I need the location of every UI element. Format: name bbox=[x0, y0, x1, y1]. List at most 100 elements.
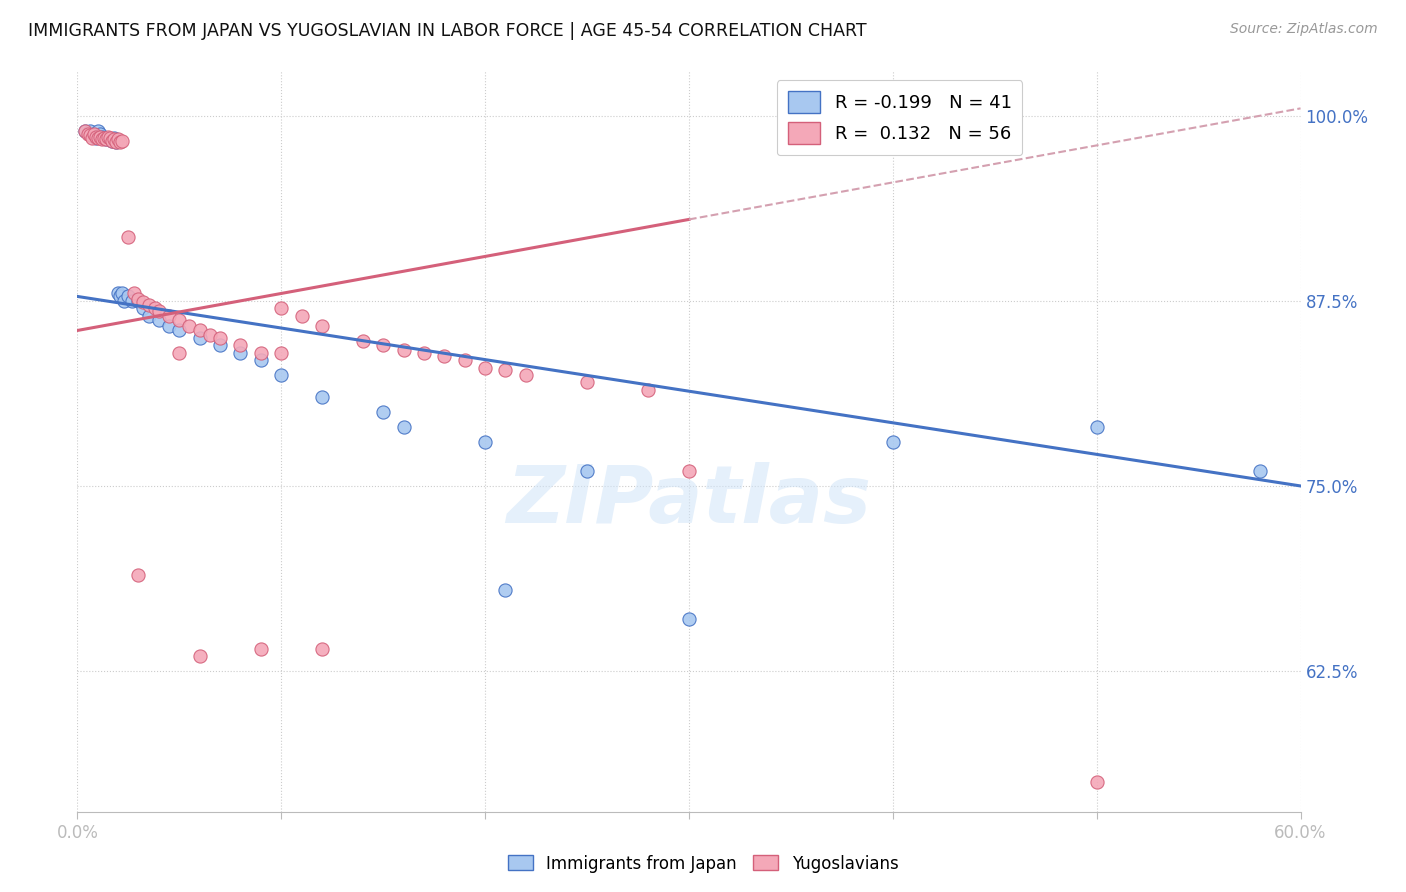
Point bbox=[291, 309, 314, 323]
Point bbox=[93, 131, 115, 145]
Point bbox=[117, 230, 139, 244]
Point bbox=[209, 331, 232, 345]
Point bbox=[79, 123, 101, 137]
Point bbox=[576, 464, 599, 478]
Point bbox=[128, 293, 150, 307]
Point bbox=[94, 132, 117, 146]
Point bbox=[474, 360, 496, 375]
Point bbox=[90, 132, 112, 146]
Point bbox=[98, 131, 121, 145]
Point bbox=[413, 345, 436, 359]
Point bbox=[105, 136, 128, 150]
Point bbox=[148, 313, 170, 327]
Point bbox=[97, 131, 120, 145]
Legend: R = -0.199   N = 41, R =  0.132   N = 56: R = -0.199 N = 41, R = 0.132 N = 56 bbox=[776, 80, 1022, 155]
Point bbox=[103, 132, 125, 146]
Point bbox=[143, 301, 166, 316]
Text: Source: ZipAtlas.com: Source: ZipAtlas.com bbox=[1230, 22, 1378, 37]
Point bbox=[270, 345, 292, 359]
Point bbox=[352, 334, 374, 348]
Point bbox=[97, 129, 120, 144]
Point bbox=[188, 649, 211, 664]
Point bbox=[250, 641, 273, 656]
Point bbox=[188, 331, 211, 345]
Point bbox=[311, 641, 333, 656]
Point bbox=[94, 132, 117, 146]
Point bbox=[392, 343, 415, 357]
Point bbox=[83, 127, 105, 141]
Point bbox=[637, 383, 659, 397]
Point bbox=[250, 353, 273, 368]
Point bbox=[157, 309, 180, 323]
Point bbox=[121, 293, 143, 308]
Point bbox=[495, 582, 517, 597]
Point bbox=[138, 298, 160, 312]
Point bbox=[84, 129, 107, 144]
Point bbox=[105, 136, 128, 150]
Point bbox=[124, 286, 146, 301]
Text: IMMIGRANTS FROM JAPAN VS YUGOSLAVIAN IN LABOR FORCE | AGE 45-54 CORRELATION CHAR: IMMIGRANTS FROM JAPAN VS YUGOSLAVIAN IN … bbox=[28, 22, 866, 40]
Point bbox=[209, 338, 232, 352]
Point bbox=[84, 131, 107, 145]
Point bbox=[882, 434, 904, 449]
Point bbox=[117, 289, 139, 303]
Legend: Immigrants from Japan, Yugoslavians: Immigrants from Japan, Yugoslavians bbox=[501, 848, 905, 880]
Point bbox=[76, 127, 98, 141]
Point bbox=[678, 612, 700, 626]
Point bbox=[433, 349, 456, 363]
Point bbox=[111, 286, 134, 301]
Point bbox=[250, 345, 273, 359]
Point bbox=[87, 131, 110, 145]
Point bbox=[157, 319, 180, 334]
Point bbox=[101, 134, 124, 148]
Point bbox=[474, 434, 496, 449]
Point bbox=[75, 123, 97, 137]
Point bbox=[103, 131, 125, 145]
Point bbox=[148, 304, 170, 318]
Point bbox=[371, 338, 394, 352]
Point bbox=[79, 128, 101, 142]
Point bbox=[112, 293, 135, 308]
Point bbox=[1249, 464, 1271, 478]
Point bbox=[270, 301, 292, 316]
Point bbox=[101, 134, 124, 148]
Point bbox=[270, 368, 292, 382]
Point bbox=[108, 136, 131, 150]
Point bbox=[515, 368, 537, 382]
Point bbox=[198, 327, 221, 342]
Point bbox=[108, 289, 131, 303]
Point bbox=[75, 123, 97, 137]
Point bbox=[90, 129, 112, 144]
Point bbox=[495, 363, 517, 377]
Point bbox=[1085, 419, 1108, 434]
Point bbox=[107, 286, 129, 301]
Point bbox=[454, 353, 477, 368]
Point bbox=[229, 345, 252, 359]
Point bbox=[311, 390, 333, 404]
Point bbox=[131, 301, 153, 316]
Point bbox=[169, 313, 191, 327]
Point bbox=[138, 309, 160, 323]
Point bbox=[89, 127, 111, 141]
Y-axis label: In Labor Force | Age 45-54: In Labor Force | Age 45-54 bbox=[0, 341, 8, 542]
Point bbox=[678, 464, 700, 478]
Point bbox=[229, 338, 252, 352]
Point bbox=[111, 134, 134, 148]
Point bbox=[169, 345, 191, 359]
Point bbox=[87, 123, 110, 137]
Point bbox=[98, 132, 121, 146]
Point bbox=[169, 324, 191, 338]
Point bbox=[128, 567, 150, 582]
Point bbox=[311, 319, 333, 334]
Point bbox=[371, 405, 394, 419]
Point bbox=[80, 131, 103, 145]
Point bbox=[179, 319, 201, 334]
Point bbox=[1085, 775, 1108, 789]
Point bbox=[93, 131, 115, 145]
Point bbox=[131, 295, 153, 310]
Point bbox=[392, 419, 415, 434]
Point bbox=[576, 376, 599, 390]
Point bbox=[188, 324, 211, 338]
Point bbox=[128, 293, 150, 308]
Point bbox=[89, 129, 111, 144]
